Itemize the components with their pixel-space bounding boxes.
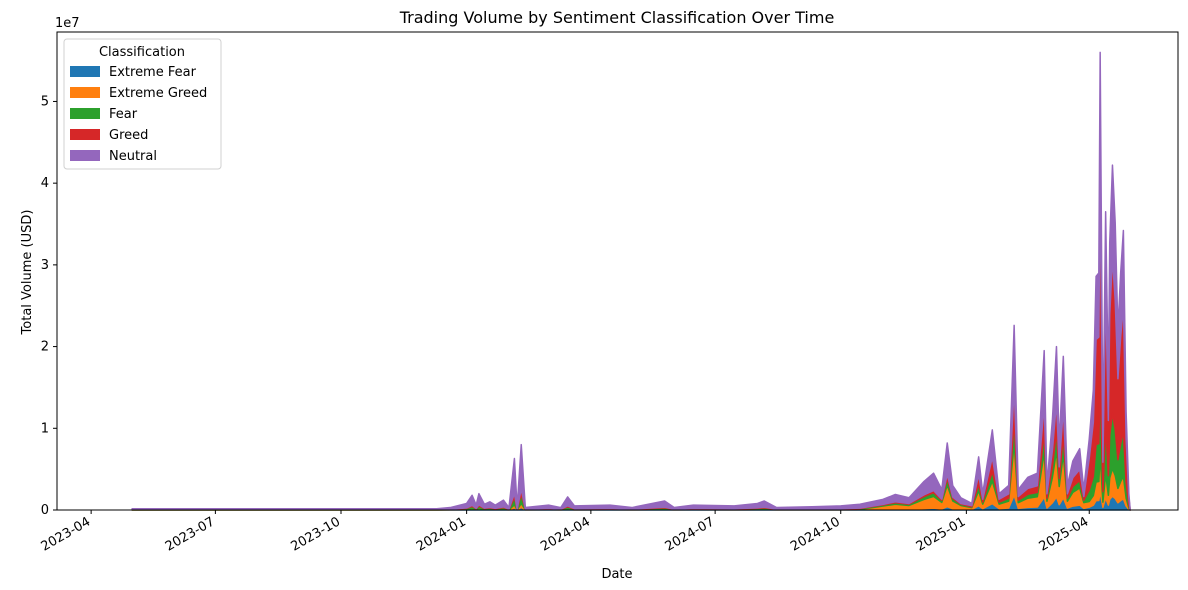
x-tick-label: 2023-04	[39, 514, 94, 554]
y-tick-label: 5	[41, 94, 49, 109]
legend-swatch	[70, 150, 100, 161]
y-tick-label: 3	[41, 258, 49, 273]
legend: Classification Extreme Fear Extreme Greed…	[63, 38, 222, 170]
chart-title: Trading Volume by Sentiment Classificati…	[399, 8, 835, 27]
legend-swatch	[70, 129, 100, 140]
area-layer	[131, 51, 1131, 511]
legend-label: Extreme Fear	[109, 65, 197, 80]
x-tick-label: 2023-10	[288, 514, 343, 554]
y-tick-label: 4	[41, 176, 49, 191]
x-axis: 2023-04 2023-07 2023-10 2024-01 2024-04 2024-…	[39, 510, 1092, 555]
area-series-greed	[131, 175, 1131, 511]
legend-label: Extreme Greed	[109, 86, 207, 101]
y-axis: 0 1 2 3 4 5	[41, 94, 57, 518]
y-tick-label: 1	[41, 421, 49, 436]
legend-label: Neutral	[109, 149, 157, 164]
legend-swatch	[70, 66, 100, 77]
x-tick-label: 2025-01	[914, 514, 969, 554]
y-tick-label: 0	[41, 503, 49, 518]
x-tick-label: 2024-10	[788, 514, 843, 554]
legend-label: Fear	[109, 107, 138, 122]
y-axis-title: Total Volume (USD)	[20, 210, 35, 336]
legend-label: Greed	[109, 128, 148, 143]
y-tick-label: 2	[41, 340, 49, 355]
legend-title: Classification	[99, 45, 185, 60]
legend-box	[63, 38, 222, 170]
area-series-neutral	[131, 51, 1131, 511]
y-multiplier: 1e7	[55, 16, 80, 31]
x-tick-label: 2025-04	[1037, 514, 1092, 554]
x-tick-label: 2024-04	[538, 514, 593, 554]
x-tick-label: 2023-07	[163, 514, 218, 554]
x-tick-label: 2024-07	[663, 514, 718, 554]
plot-frame	[56, 31, 1179, 511]
legend-swatch	[70, 108, 100, 119]
x-axis-title: Date	[601, 567, 632, 582]
x-tick-label: 2024-01	[414, 514, 469, 554]
legend-swatch	[70, 87, 100, 98]
